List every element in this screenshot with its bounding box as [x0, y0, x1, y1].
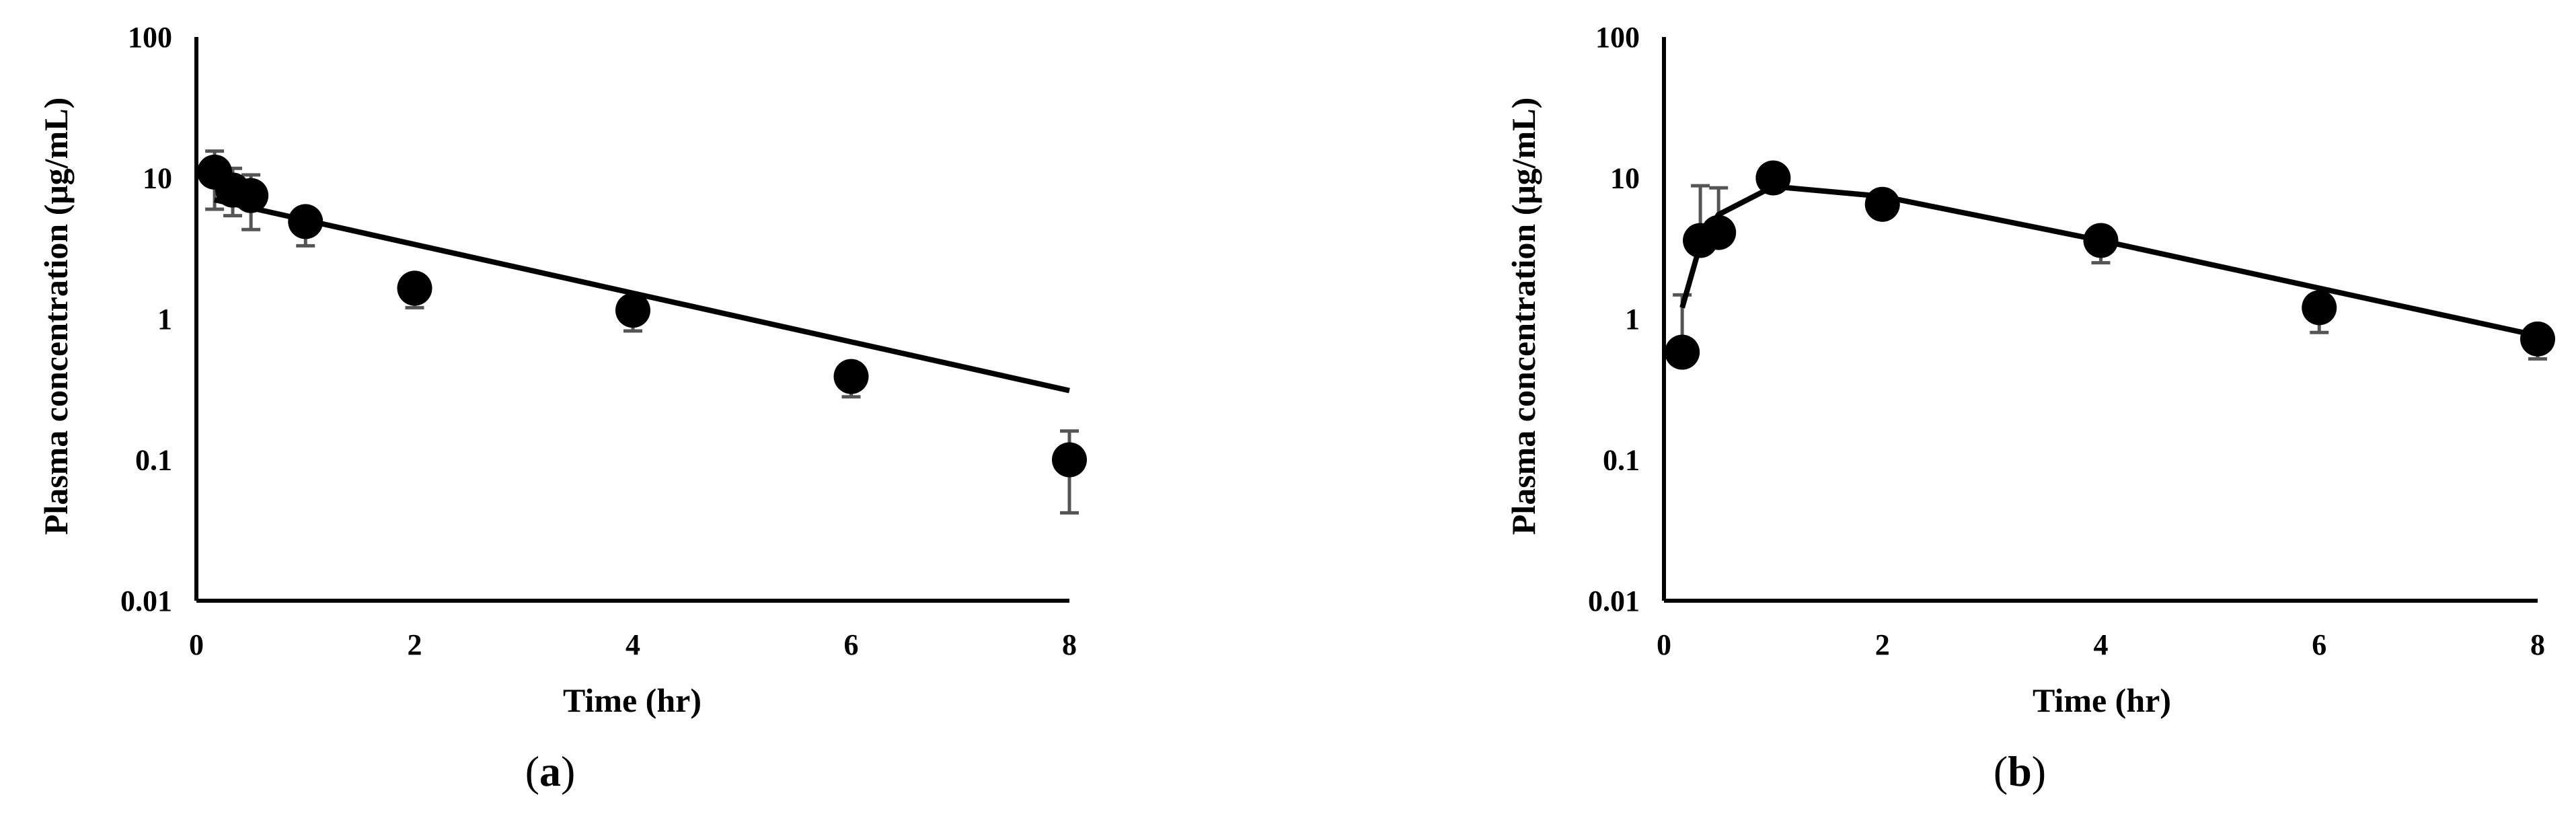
x-axis-title: Time (hr): [563, 681, 702, 719]
x-axis-title: Time (hr): [2033, 681, 2171, 719]
data-point: [615, 293, 650, 328]
data-point: [1665, 334, 1700, 370]
data-point: [1701, 215, 1737, 250]
plot-area: 0.01 0.1 1 10 100 0 2 4 6 8: [1588, 21, 2555, 661]
y-tick-label: 1: [1625, 303, 1640, 336]
panel-a: 0.01 0.1 1 10 100 0 2 4 6 8 Time (hr) Plasma conc…: [37, 21, 1087, 795]
panel-label-a: (a): [525, 747, 576, 795]
y-tick-label: 100: [128, 21, 172, 54]
data-point: [833, 359, 869, 394]
y-tick-label: 10: [1610, 162, 1640, 195]
y-tick-label: 1: [157, 303, 172, 336]
data-point: [288, 204, 324, 239]
data-point: [397, 270, 432, 306]
x-tick-label: 6: [844, 628, 859, 661]
plot-area: 0.01 0.1 1 10 100 0 2 4 6 8: [120, 21, 1087, 661]
x-tick-label: 2: [408, 628, 422, 661]
y-axis-title: Plasma concentration (μg/mL): [37, 98, 75, 535]
x-tick-label: 2: [1875, 628, 1890, 661]
data-point: [1755, 160, 1791, 196]
fit-line: [214, 197, 1070, 394]
y-tick-label: 0.01: [120, 585, 172, 618]
panel-label-b: (b): [1994, 747, 2046, 795]
y-tick-label: 0.01: [1588, 585, 1640, 618]
data-point: [2520, 321, 2555, 357]
x-tick-label: 0: [1657, 628, 1671, 661]
y-tick-label: 10: [143, 162, 172, 195]
data-point: [233, 178, 269, 213]
data-point: [1864, 186, 1900, 222]
y-tick-label: 0.1: [1603, 444, 1640, 477]
x-tick-label: 8: [1062, 628, 1077, 661]
data-point: [2302, 290, 2337, 326]
x-tick-label: 4: [626, 628, 640, 661]
y-axis-title: Plasma concentration (μg/mL): [1505, 98, 1542, 535]
fit-line: [1679, 184, 2538, 338]
x-tick-label: 0: [189, 628, 204, 661]
y-tick-label: 100: [1595, 21, 1640, 54]
x-tick-label: 6: [2312, 628, 2326, 661]
y-tick-label: 0.1: [135, 444, 172, 477]
data-point: [2083, 223, 2119, 258]
panel-b: 0.01 0.1 1 10 100 0 2 4 6 8 Time (hr) Plasma conc…: [1505, 21, 2555, 795]
data-point: [1052, 442, 1087, 478]
x-tick-label: 8: [2530, 628, 2545, 661]
x-tick-label: 4: [2094, 628, 2109, 661]
